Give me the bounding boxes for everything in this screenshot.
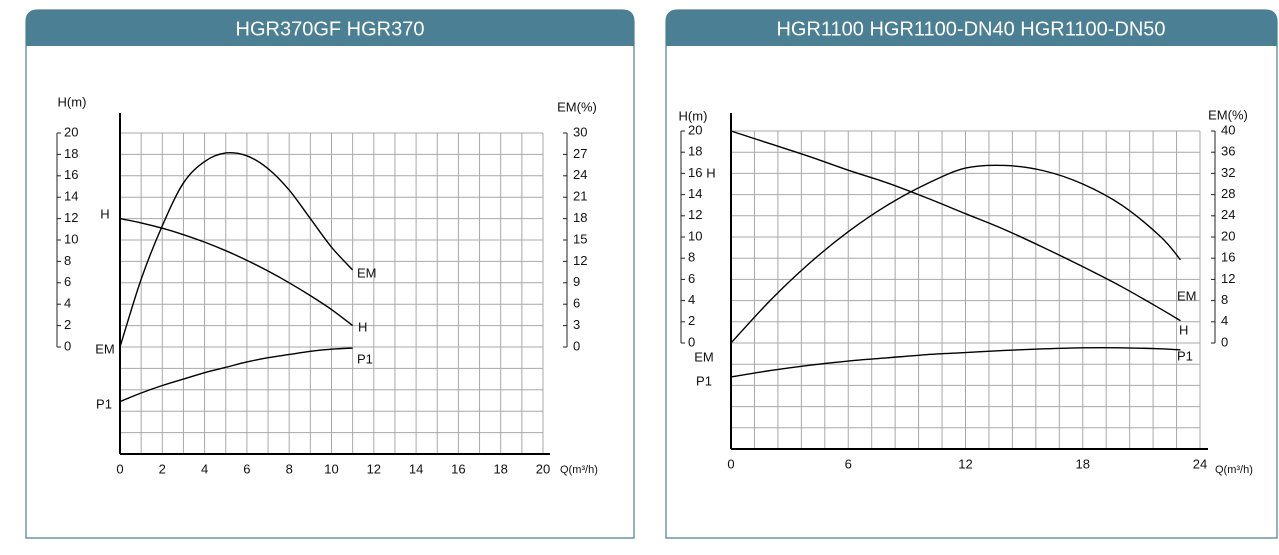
y2-axis-title: EM(%) (1208, 107, 1248, 122)
curve-label: P1 (696, 373, 712, 388)
y-tick-label: 12 (64, 210, 78, 225)
x-tick-label: 6 (243, 461, 250, 476)
y2-axis-title: EM(%) (557, 99, 597, 114)
x-axis-title: Q(m³/h) (1215, 464, 1253, 476)
x-tick-label: 24 (1193, 456, 1207, 471)
y-tick-label: 12 (688, 207, 702, 222)
y2-tick-label: 0 (573, 338, 580, 353)
y-tick-label: 16 (64, 167, 78, 182)
y2-tick-label: 20 (1221, 228, 1235, 243)
curve-label: P1 (357, 351, 373, 366)
panel-header (666, 10, 1277, 46)
curve-label: EM (357, 265, 377, 280)
y-tick-label: 14 (688, 186, 702, 201)
y2-tick-label: 12 (1221, 271, 1235, 286)
curve-label: H (100, 206, 109, 221)
y2-tick-label: 8 (1221, 292, 1228, 307)
y2-tick-label: 32 (1221, 165, 1235, 180)
y-tick-label: 16 (688, 165, 702, 180)
y2-tick-label: 36 (1221, 144, 1235, 159)
y-tick-label: 4 (64, 296, 71, 311)
y2-tick-label: 9 (573, 274, 580, 289)
x-tick-label: 10 (324, 461, 338, 476)
curve (730, 164, 1181, 344)
curve-label: EM (95, 341, 115, 356)
y2-tick-label: 3 (573, 317, 580, 332)
x-tick-label: 2 (159, 461, 166, 476)
y-tick-label: 18 (688, 144, 702, 159)
x-tick-label: 12 (367, 461, 381, 476)
y-tick-label: 8 (688, 250, 695, 265)
y-tick-label: 20 (688, 122, 702, 137)
y-tick-label: 6 (64, 274, 71, 289)
y-tick-label: 0 (64, 338, 71, 353)
y2-tick-label: 15 (573, 231, 587, 246)
y-tick-label: 8 (64, 253, 71, 268)
y2-tick-label: 21 (573, 189, 587, 204)
curve (119, 151, 354, 348)
x-tick-label: 8 (286, 461, 293, 476)
x-tick-label: 0 (727, 456, 734, 471)
x-axis-title: Q(m³/h) (560, 464, 598, 476)
y2-tick-label: 30 (573, 124, 587, 139)
y-tick-label: 0 (688, 334, 695, 349)
y-tick-label: 2 (688, 313, 695, 328)
y2-tick-label: 27 (573, 146, 587, 161)
y-tick-label: 6 (688, 271, 695, 286)
y-tick-label: 20 (64, 124, 78, 139)
y-tick-label: 4 (688, 292, 695, 307)
curve (730, 130, 1181, 322)
y2-tick-label: 4 (1221, 313, 1228, 328)
y2-tick-label: 18 (573, 210, 587, 225)
x-tick-label: 12 (958, 456, 972, 471)
x-tick-label: 6 (845, 456, 852, 471)
y2-tick-label: 16 (1221, 250, 1235, 265)
y-tick-label: 2 (64, 317, 71, 332)
curve-label: EM (694, 349, 714, 364)
y2-tick-label: 40 (1221, 122, 1235, 137)
curve (730, 346, 1181, 378)
y2-tick-label: 0 (1221, 334, 1228, 349)
curve-label: P1 (96, 396, 112, 411)
curve-label: H (706, 165, 715, 180)
x-tick-label: 20 (536, 461, 550, 476)
y-tick-label: 10 (64, 231, 78, 246)
y-axis-title: H(m) (679, 108, 708, 123)
y2-tick-label: 6 (573, 296, 580, 311)
x-tick-label: 14 (409, 461, 423, 476)
x-tick-label: 0 (116, 461, 123, 476)
y-tick-label: 14 (64, 189, 78, 204)
x-tick-label: 18 (493, 461, 507, 476)
x-tick-label: 16 (451, 461, 465, 476)
curve-label: H (358, 319, 367, 334)
curve-label: EM (1177, 288, 1197, 303)
x-tick-label: 4 (201, 461, 208, 476)
x-tick-label: 18 (1076, 456, 1090, 471)
y-tick-label: 10 (688, 228, 702, 243)
curve-label: P1 (1177, 348, 1193, 363)
chart-title: HGR1100 HGR1100-DN40 HGR1100-DN50 (776, 18, 1165, 40)
curve (119, 347, 353, 403)
y2-tick-label: 24 (1221, 207, 1235, 222)
curve-label: H (1179, 322, 1188, 337)
y2-tick-label: 12 (573, 253, 587, 268)
panel-header (26, 10, 634, 46)
chart-title: HGR370GF HGR370 (236, 18, 425, 40)
y-tick-label: 18 (64, 146, 78, 161)
y2-tick-label: 28 (1221, 186, 1235, 201)
y-axis-title: H(m) (58, 94, 87, 109)
y2-tick-label: 24 (573, 167, 587, 182)
curve (119, 217, 354, 327)
